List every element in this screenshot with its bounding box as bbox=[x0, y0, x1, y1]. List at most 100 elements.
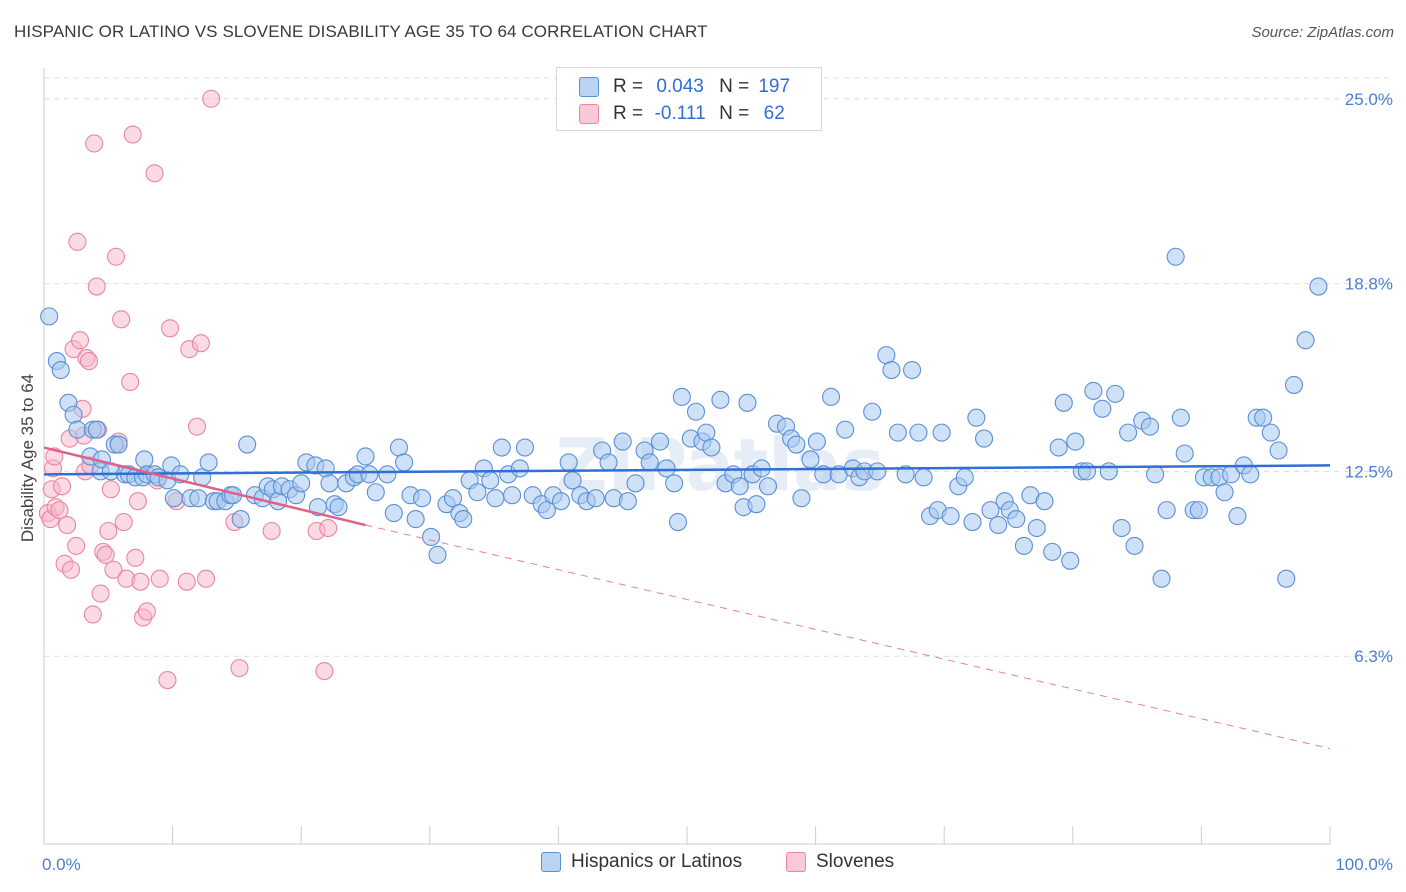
hispanics-point bbox=[384, 504, 403, 523]
hispanics-point bbox=[863, 402, 882, 421]
hispanics-point bbox=[650, 432, 670, 451]
hispanics-point bbox=[360, 465, 379, 484]
slovenes-point bbox=[68, 232, 87, 251]
y-tick-label: 18.8% bbox=[1345, 275, 1393, 294]
hispanics-point bbox=[882, 360, 901, 380]
hispanics-point bbox=[1061, 551, 1080, 570]
hispanics-point bbox=[981, 501, 1000, 520]
hispanics-trend-line bbox=[43, 464, 1331, 476]
trend-lines bbox=[43, 446, 1331, 750]
slovenes-legend-swatch bbox=[786, 852, 806, 872]
hispanics-point bbox=[586, 489, 605, 508]
slovenes-point bbox=[191, 334, 210, 353]
hispanics-point bbox=[738, 393, 757, 412]
hispanics-point bbox=[613, 432, 632, 451]
slovenes-point bbox=[187, 417, 207, 436]
slovenes-point bbox=[61, 560, 81, 579]
hispanics-point bbox=[454, 510, 473, 529]
hispanics-point bbox=[868, 462, 887, 481]
hispanics-point bbox=[1284, 375, 1304, 394]
hispanics-point bbox=[1043, 542, 1062, 561]
hispanics-point bbox=[1014, 536, 1033, 555]
x-tick-labels: 0.0% 100.0% bbox=[42, 855, 1393, 874]
hispanics-point bbox=[481, 471, 500, 490]
hispanics-point bbox=[672, 387, 691, 406]
slovenes-swatch bbox=[579, 104, 599, 124]
slovenes-point bbox=[70, 331, 90, 350]
hispanics-point bbox=[468, 483, 487, 502]
hispanics-point bbox=[1035, 492, 1054, 511]
hispanics-point bbox=[510, 459, 529, 478]
hispanics-point bbox=[747, 495, 766, 514]
hispanics-point bbox=[109, 435, 128, 454]
hispanics-point bbox=[668, 513, 688, 532]
hispanics-point bbox=[428, 545, 447, 564]
slovenes-point bbox=[114, 513, 133, 532]
hispanics-point bbox=[955, 468, 974, 487]
slovenes-points bbox=[38, 89, 338, 690]
slovenes-point bbox=[99, 521, 118, 541]
slovenes-point bbox=[112, 310, 131, 329]
n-value: 62 bbox=[763, 103, 785, 124]
legend-item-slovenes: Slovenes bbox=[786, 851, 894, 873]
hispanics-point bbox=[1007, 510, 1026, 529]
hispanics-point bbox=[1254, 408, 1273, 427]
hispanics-point bbox=[356, 447, 375, 466]
slovenes-point bbox=[101, 480, 120, 499]
slovenes-point bbox=[196, 569, 216, 588]
hispanics-points bbox=[40, 247, 1328, 588]
y-tick-label: 12.5% bbox=[1345, 462, 1393, 481]
slovenes-point bbox=[177, 572, 196, 591]
hispanics-point bbox=[640, 453, 659, 472]
slovenes-point bbox=[91, 584, 110, 603]
hispanics-point bbox=[537, 501, 556, 520]
slovenes-point bbox=[67, 536, 86, 555]
hispanics-point bbox=[1189, 501, 1208, 520]
slovenes-trend-extension bbox=[365, 524, 1331, 750]
hispanics-point bbox=[329, 498, 348, 517]
hispanics-point bbox=[1175, 444, 1194, 463]
hispanics-point bbox=[366, 483, 385, 502]
slovenes-point bbox=[137, 602, 156, 621]
hispanics-point bbox=[292, 474, 311, 493]
source-credit: Source: ZipAtlas.com bbox=[1251, 24, 1394, 41]
legend-label: Hispanics or Latinos bbox=[571, 851, 743, 872]
hispanics-point bbox=[1106, 384, 1125, 403]
slovenes-point bbox=[121, 372, 140, 391]
n-value: 197 bbox=[758, 76, 791, 97]
hispanics-point bbox=[316, 459, 335, 478]
legend-label: Slovenes bbox=[816, 851, 895, 872]
hispanics-point bbox=[1066, 432, 1085, 451]
x-tick-label: 0.0% bbox=[42, 855, 81, 874]
slovenes-point bbox=[150, 569, 169, 588]
n-label: N = bbox=[719, 103, 750, 124]
hispanics-point bbox=[1269, 441, 1288, 460]
hispanics-point bbox=[406, 510, 425, 529]
slovenes-point bbox=[52, 477, 72, 496]
hispanics-point bbox=[1125, 536, 1144, 555]
hispanics-point bbox=[1112, 518, 1131, 538]
hispanics-point bbox=[963, 513, 982, 532]
hispanics-point bbox=[1093, 399, 1112, 418]
hispanics-point bbox=[164, 489, 183, 508]
slovenes-point bbox=[58, 515, 77, 535]
hispanics-point bbox=[443, 489, 462, 508]
hispanics-point bbox=[1146, 465, 1165, 484]
hispanics-point bbox=[989, 515, 1008, 535]
slovenes-point bbox=[79, 352, 99, 371]
slovenes-point bbox=[315, 662, 334, 681]
slovenes-point bbox=[96, 545, 115, 564]
slovenes-point bbox=[85, 134, 104, 153]
hispanics-point bbox=[730, 477, 749, 496]
hispanics-point bbox=[231, 510, 250, 529]
hispanics-point bbox=[238, 435, 257, 454]
hispanics-point bbox=[792, 489, 811, 508]
hispanics-point bbox=[1119, 423, 1138, 442]
hispanics-point bbox=[821, 387, 841, 406]
hispanics-point bbox=[1049, 438, 1068, 457]
hispanics-point bbox=[68, 420, 87, 439]
slovenes-point bbox=[87, 277, 106, 296]
hispanics-point bbox=[836, 420, 855, 439]
r-value: 0.043 bbox=[656, 76, 704, 97]
y-tick-labels: 6.3% 12.5% 18.8% 25.0% bbox=[1345, 90, 1393, 666]
